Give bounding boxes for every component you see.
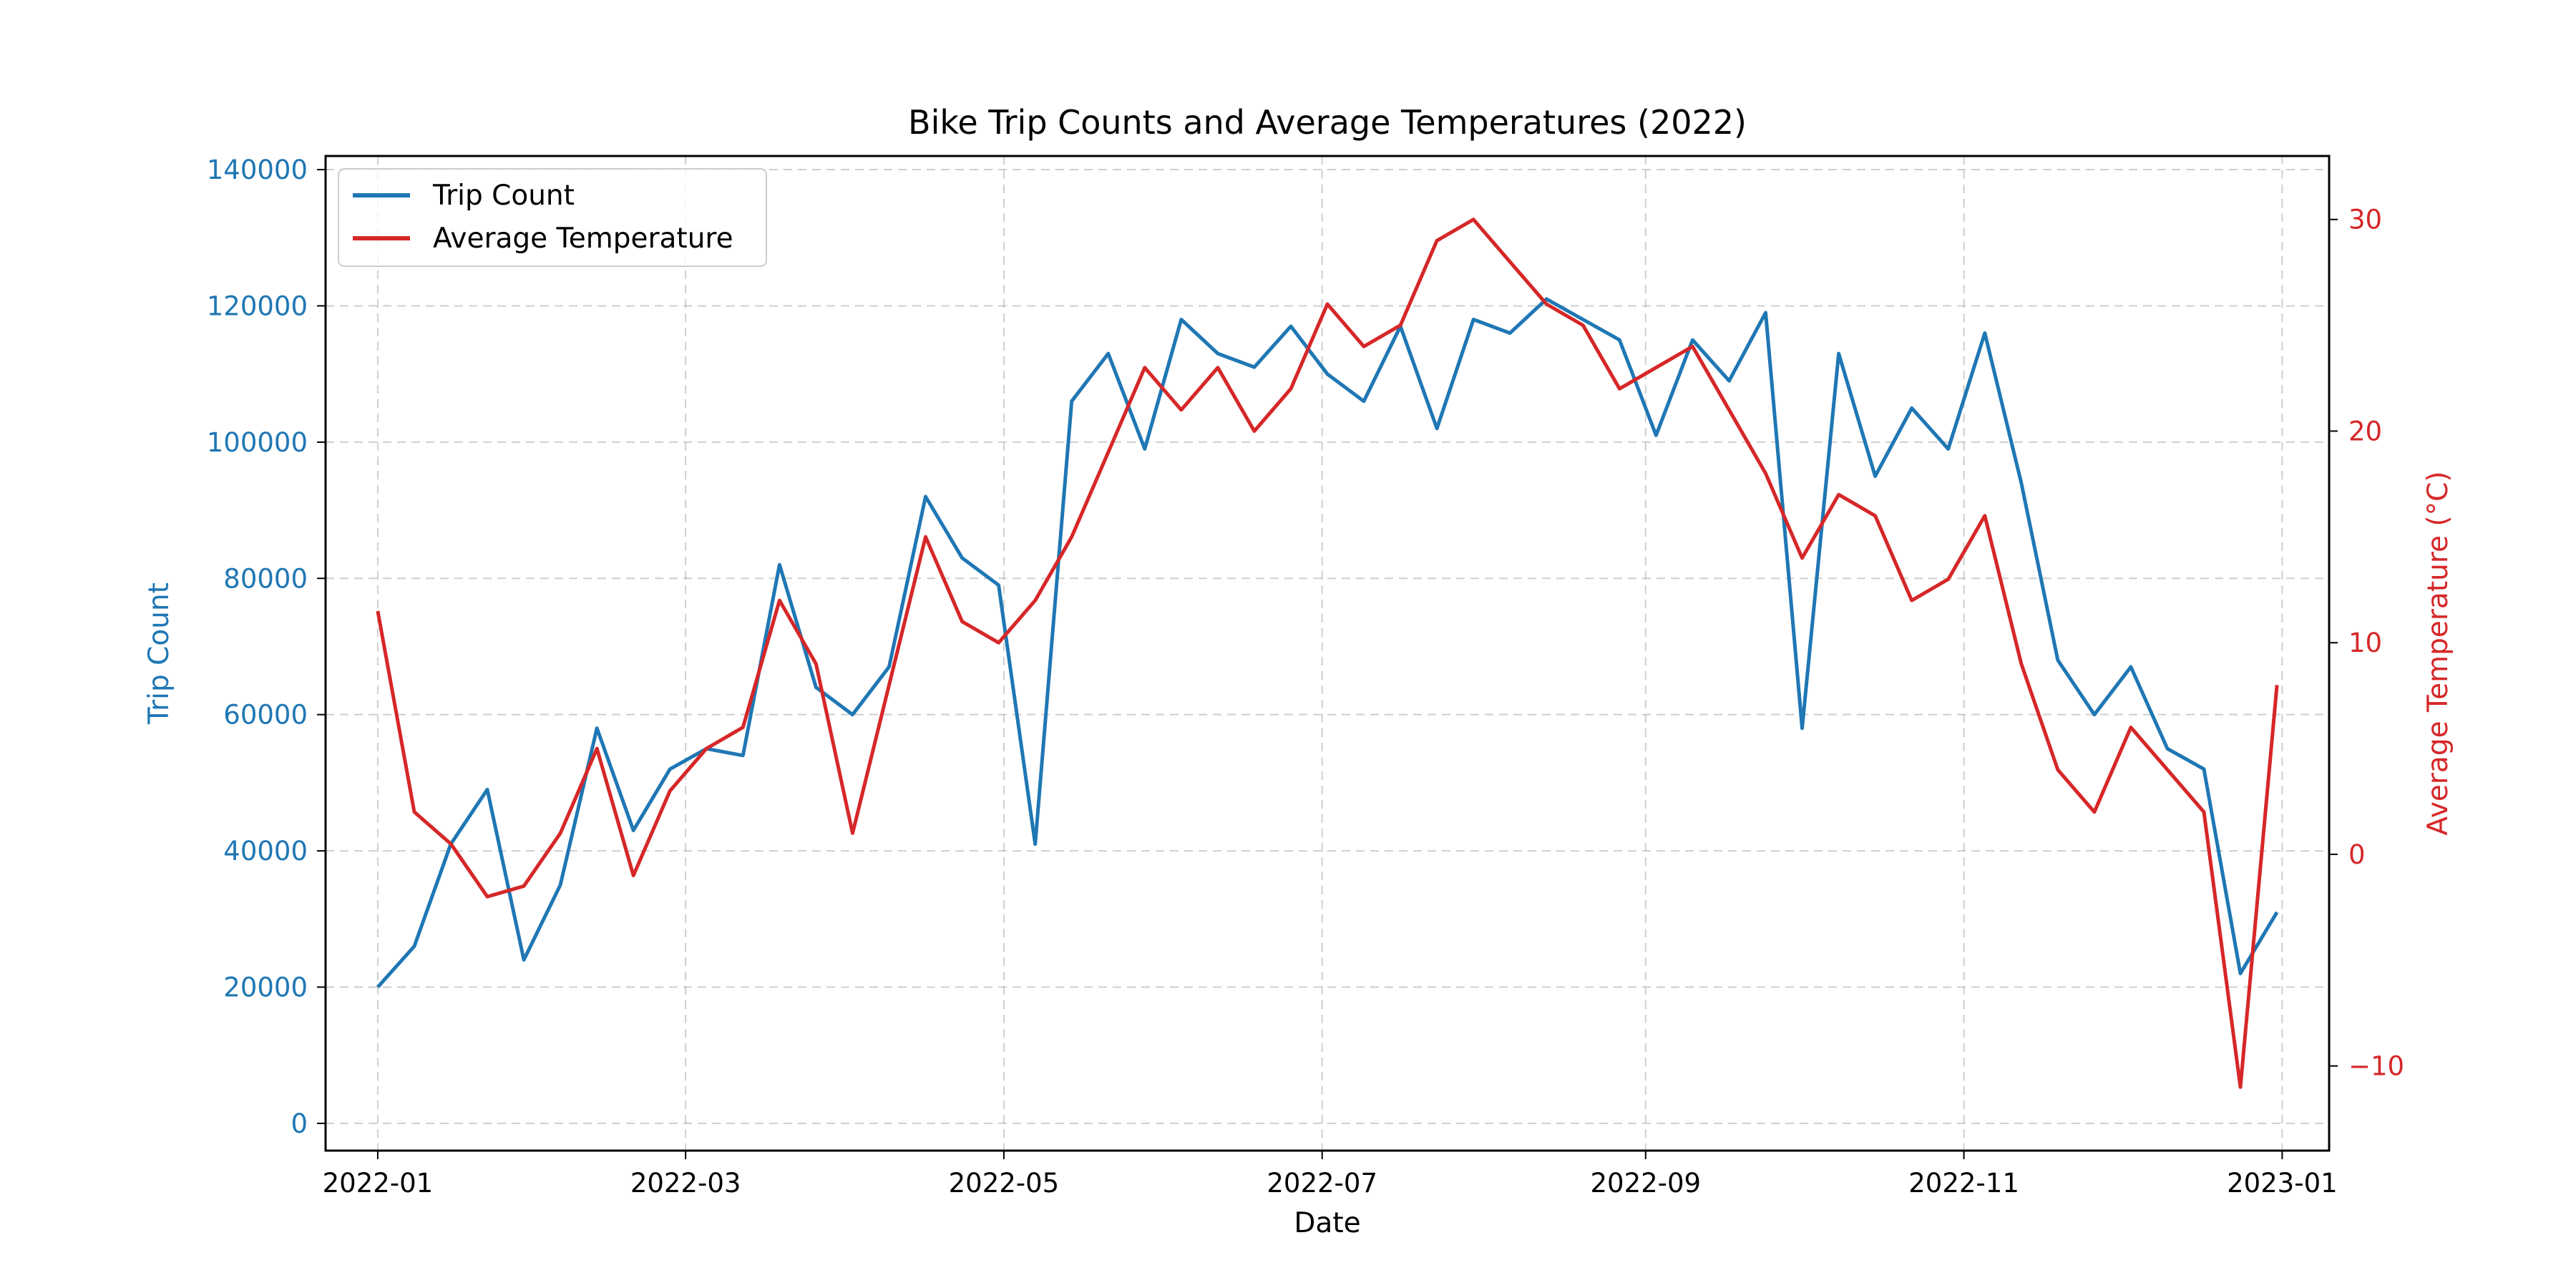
plot-frame xyxy=(324,155,2331,1152)
x-tick-label: 2022-05 xyxy=(949,1168,1060,1199)
series-line-trip-count xyxy=(376,297,2279,989)
legend-box xyxy=(338,168,767,267)
chart-title: Bike Trip Counts and Average Temperature… xyxy=(908,103,1747,142)
y-left-tick-label: 140000 xyxy=(207,155,308,185)
x-tick-label: 2022-11 xyxy=(1908,1168,2019,1199)
x-tick-label: 2023-01 xyxy=(2227,1168,2338,1199)
y-left-tick-label: 20000 xyxy=(223,972,308,1003)
y-left-tick-label: 40000 xyxy=(223,836,308,867)
legend: Trip Count Average Temperature xyxy=(338,168,767,267)
y-right-tick-label: 0 xyxy=(2348,839,2366,870)
y-left-tick-label: 0 xyxy=(291,1108,308,1139)
x-tick-label: 2022-01 xyxy=(323,1168,434,1199)
y-right-tick-label: 30 xyxy=(2348,205,2382,235)
y-right-tick-label: 10 xyxy=(2348,628,2382,658)
series-lines xyxy=(376,218,2279,1089)
series-line-average-temperature xyxy=(376,218,2279,1089)
y-axis-right-label: Average Temperature (°C) xyxy=(2422,471,2454,835)
y-axis-left-ticks: 0 20000 40000 60000 80000 100000 120000 140000 xyxy=(207,155,326,1139)
legend-label-average-temperature: Average Temperature xyxy=(433,223,733,255)
y-left-tick-label: 60000 xyxy=(223,700,308,731)
x-axis-label: Date xyxy=(1294,1207,1360,1239)
legend-label-trip-count: Trip Count xyxy=(432,180,575,212)
x-axis-ticks: 2022-01 2022-03 2022-05 2022-07 2022-09 2022-… xyxy=(323,1151,2338,1199)
y-left-tick-label: 100000 xyxy=(207,427,308,458)
y-right-tick-label: 20 xyxy=(2348,416,2382,447)
y-right-tick-label: −10 xyxy=(2348,1051,2404,1082)
x-tick-label: 2022-03 xyxy=(630,1168,741,1199)
x-tick-label: 2022-09 xyxy=(1590,1168,1701,1199)
y-left-tick-label: 80000 xyxy=(223,563,308,594)
y-left-tick-label: 120000 xyxy=(207,291,308,321)
y-axis-left-label: Trip Count xyxy=(143,582,175,725)
y-axis-right-ticks: −10 0 10 20 30 xyxy=(2329,205,2404,1082)
x-tick-label: 2022-07 xyxy=(1267,1168,1377,1199)
